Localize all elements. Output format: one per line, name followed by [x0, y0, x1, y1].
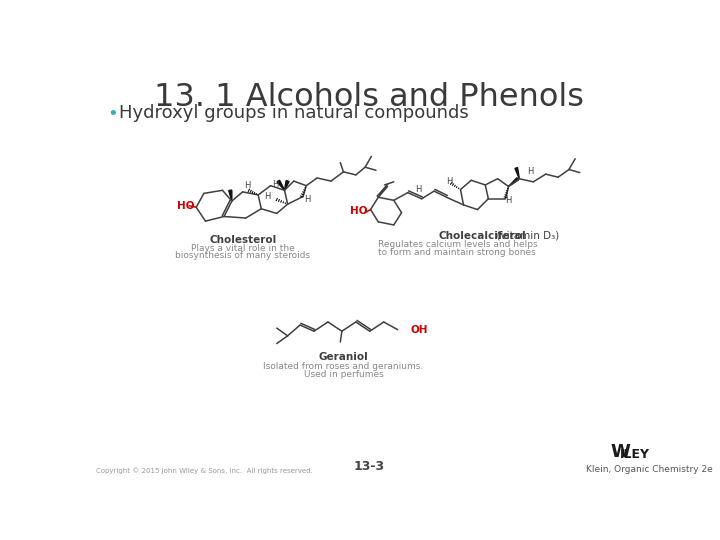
- Text: H: H: [527, 166, 534, 176]
- Polygon shape: [284, 180, 289, 190]
- Text: Plays a vital role in the: Plays a vital role in the: [191, 244, 294, 253]
- Text: Hydroxyl groups in natural compounds: Hydroxyl groups in natural compounds: [120, 104, 469, 122]
- Text: H: H: [415, 185, 422, 194]
- Text: Cholecalciferol: Cholecalciferol: [438, 231, 526, 241]
- Text: Klein, Organic Chemistry 2e: Klein, Organic Chemistry 2e: [586, 465, 713, 475]
- Text: Regulates calcium levels and helps: Regulates calcium levels and helps: [377, 240, 537, 249]
- Text: H: H: [244, 181, 251, 190]
- Text: •: •: [107, 105, 118, 123]
- Text: W: W: [611, 443, 631, 461]
- Text: H: H: [446, 177, 453, 186]
- Text: H: H: [264, 192, 271, 201]
- Polygon shape: [277, 180, 284, 190]
- Text: Geraniol: Geraniol: [318, 353, 369, 362]
- Text: 13-3: 13-3: [354, 460, 384, 473]
- Polygon shape: [229, 190, 232, 201]
- Text: H: H: [305, 195, 311, 204]
- Text: ILEY: ILEY: [620, 448, 650, 461]
- Text: biosynthesis of many steroids: biosynthesis of many steroids: [175, 251, 310, 260]
- Text: to form and maintain strong bones: to form and maintain strong bones: [379, 248, 536, 257]
- Text: H: H: [505, 196, 512, 205]
- Text: Cholesterol: Cholesterol: [209, 234, 276, 245]
- Text: Copyright © 2015 John Wiley & Sons, Inc.  All rights reserved.: Copyright © 2015 John Wiley & Sons, Inc.…: [96, 468, 313, 475]
- Text: OH: OH: [410, 325, 428, 335]
- Text: HO: HO: [177, 201, 194, 211]
- Text: (vitamin D₃): (vitamin D₃): [490, 231, 559, 241]
- Text: HO: HO: [351, 206, 368, 216]
- Text: H: H: [272, 180, 279, 188]
- Text: 13. 1 Alcohols and Phenols: 13. 1 Alcohols and Phenols: [154, 82, 584, 113]
- Text: Isolated from roses and geraniums.: Isolated from roses and geraniums.: [264, 362, 423, 371]
- Polygon shape: [508, 178, 518, 186]
- Polygon shape: [515, 167, 519, 179]
- Text: Used in perfumes: Used in perfumes: [304, 370, 383, 379]
